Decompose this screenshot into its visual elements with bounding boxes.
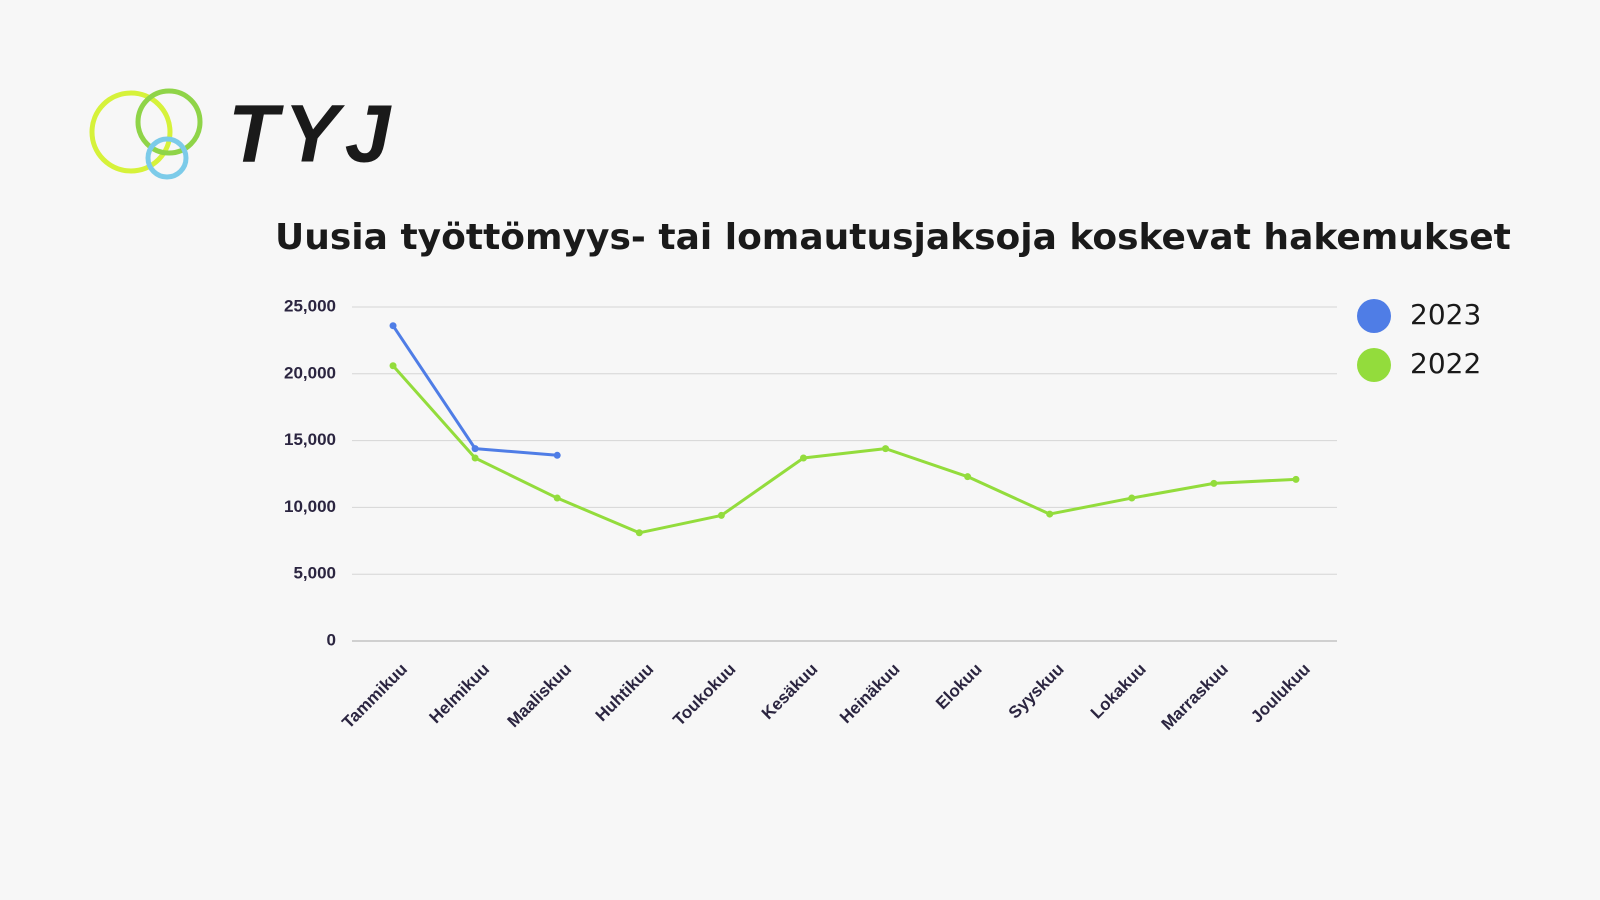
line bbox=[391, 324, 558, 457]
y-tick-label: 0 bbox=[327, 630, 336, 649]
x-tick-label: Kesäkuu bbox=[758, 660, 822, 724]
x-tick-label: Heinäkuu bbox=[836, 660, 904, 728]
point bbox=[1046, 510, 1054, 518]
y-tick-label: 15,000 bbox=[284, 430, 336, 449]
point bbox=[635, 529, 643, 537]
point bbox=[964, 473, 972, 481]
y-tick-label: 20,000 bbox=[284, 363, 336, 382]
x-tick-label: Syyskuu bbox=[1005, 660, 1068, 723]
logo-ring bbox=[89, 90, 173, 174]
x-tick-label: Maaliskuu bbox=[504, 660, 576, 732]
x-tick-label: Helmikuu bbox=[426, 660, 494, 728]
y-tick-label: 25,000 bbox=[284, 296, 336, 315]
point bbox=[389, 322, 397, 330]
logo-ring bbox=[145, 136, 189, 180]
x-tick-label: Tammikuu bbox=[338, 660, 411, 733]
point bbox=[1210, 479, 1218, 487]
chart-title: Uusia työttömyys- tai lomautusjaksoja ko… bbox=[275, 217, 1511, 258]
x-tick-label: Joulukuu bbox=[1247, 660, 1314, 727]
point bbox=[799, 454, 807, 462]
line bbox=[391, 364, 1297, 535]
x-tick-label: Elokuu bbox=[932, 660, 986, 714]
point bbox=[882, 445, 890, 453]
logo-text: TYJ bbox=[228, 89, 396, 180]
legend-label: 2022 bbox=[1410, 347, 1481, 380]
y-tick-label: 5,000 bbox=[293, 564, 336, 583]
point bbox=[1128, 494, 1136, 502]
x-tick-label: Toukokuu bbox=[669, 660, 739, 730]
point bbox=[553, 451, 561, 459]
point bbox=[471, 454, 479, 462]
legend-marker bbox=[1357, 299, 1391, 333]
x-tick-label: Huhtikuu bbox=[592, 660, 658, 726]
point bbox=[389, 362, 397, 370]
point bbox=[1292, 475, 1300, 483]
x-tick-label: Marraskuu bbox=[1158, 660, 1232, 734]
y-tick-label: 10,000 bbox=[284, 497, 336, 516]
point bbox=[717, 511, 725, 519]
legend-marker bbox=[1357, 348, 1391, 382]
logo: TYJ bbox=[89, 88, 396, 180]
logo-ring bbox=[135, 88, 203, 156]
point bbox=[471, 445, 479, 453]
legend-label: 2023 bbox=[1410, 298, 1481, 331]
point bbox=[553, 494, 561, 502]
x-tick-label: Lokakuu bbox=[1087, 660, 1150, 723]
